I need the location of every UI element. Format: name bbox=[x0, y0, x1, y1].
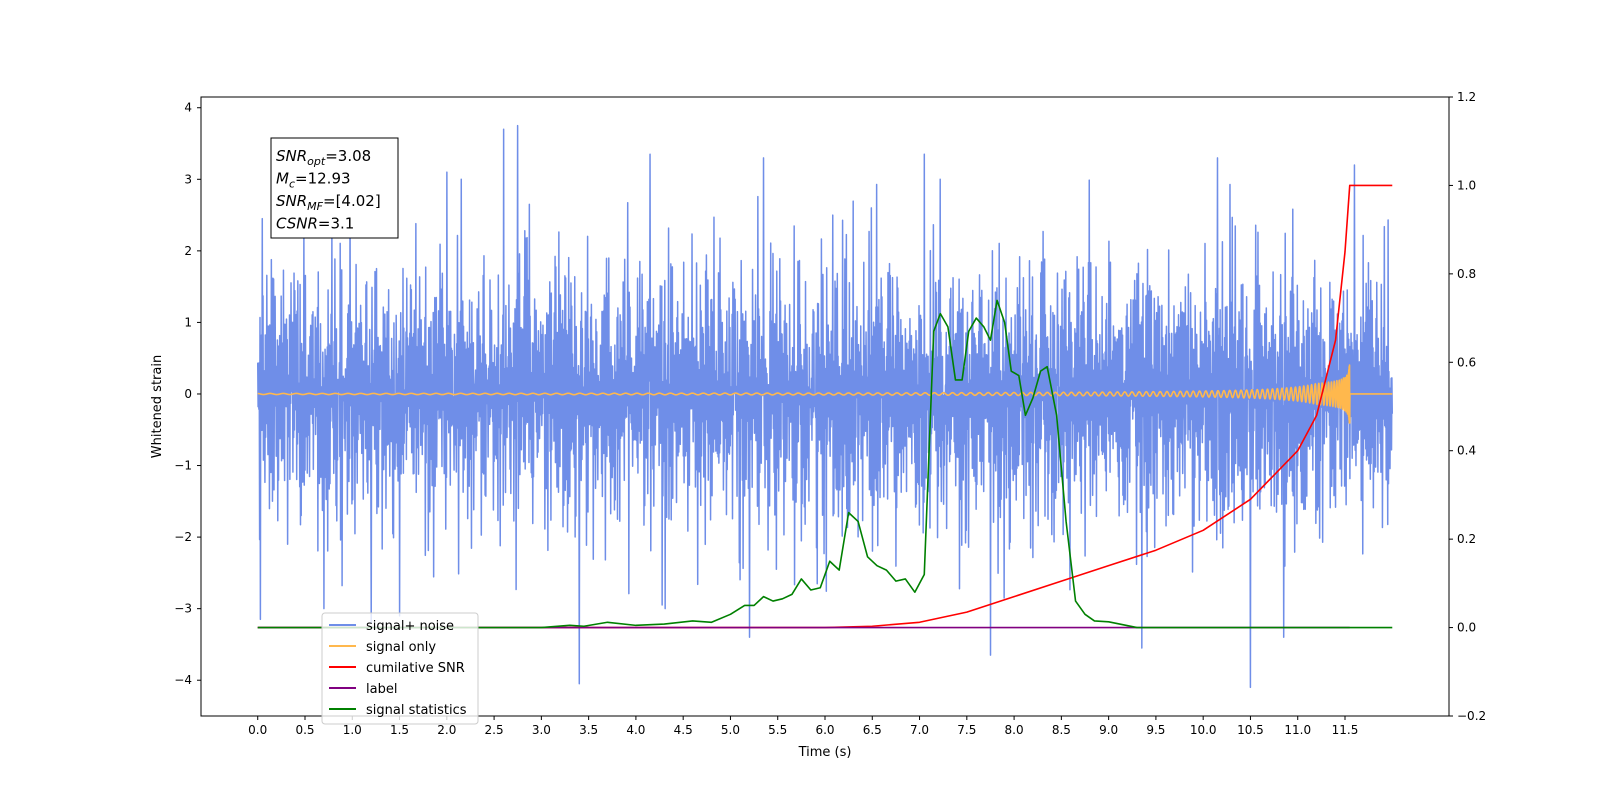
x-tick-label: 10.0 bbox=[1190, 723, 1217, 737]
x-tick-label: 3.0 bbox=[532, 723, 551, 737]
y-right-tick-label: 0.4 bbox=[1457, 444, 1476, 458]
y-left-tick-label: −2 bbox=[174, 530, 192, 544]
legend-label: label bbox=[366, 682, 397, 697]
x-tick-label: 4.5 bbox=[674, 723, 693, 737]
legend-item: signal statistics bbox=[329, 703, 467, 718]
x-tick-label: 3.5 bbox=[579, 723, 598, 737]
x-tick-label: 6.5 bbox=[863, 723, 882, 737]
legend-label: signal only bbox=[366, 640, 436, 655]
y-right-tick-label: 1.2 bbox=[1457, 90, 1476, 104]
x-tick-label: 11.0 bbox=[1284, 723, 1311, 737]
x-axis-label: Time (s) bbox=[798, 745, 852, 760]
x-tick-label: 4.0 bbox=[626, 723, 645, 737]
y-right-tick-label: 0.6 bbox=[1457, 355, 1476, 369]
y-left-tick-label: 0 bbox=[184, 387, 192, 401]
y-right-tick-label: 0.2 bbox=[1457, 532, 1476, 546]
legend-box bbox=[321, 612, 479, 725]
x-tick-label: 2.0 bbox=[437, 723, 456, 737]
x-tick-label: 0.0 bbox=[248, 723, 267, 737]
y-left-tick-label: −4 bbox=[174, 673, 192, 687]
legend-label: signal+ noise bbox=[366, 619, 454, 634]
y-left-tick-label: −1 bbox=[174, 459, 192, 473]
legend-item: signal only bbox=[329, 640, 436, 655]
y-left-axis-ticks: 4 3 2 1 0 −1 −2 −3 −4 bbox=[174, 101, 201, 687]
x-axis-ticks: 0.0 0.5 1.0 1.5 2.0 2.5 3.0 3.5 4.0 4.5 5.0 5.5 6.0 6… bbox=[248, 716, 1358, 737]
y-left-tick-label: 1 bbox=[184, 315, 192, 329]
info-box-line: SNRopt=3.08 bbox=[276, 147, 371, 168]
x-tick-label: 7.5 bbox=[957, 723, 976, 737]
info-box-line: CSNR=3.1 bbox=[276, 215, 354, 233]
x-tick-label: 8.5 bbox=[1052, 723, 1071, 737]
y-right-tick-label: 0.8 bbox=[1457, 267, 1476, 281]
x-tick-label: 8.0 bbox=[1005, 723, 1024, 737]
legend-label: signal statistics bbox=[366, 703, 467, 718]
y-left-tick-label: 4 bbox=[184, 101, 192, 115]
x-tick-label: 9.0 bbox=[1099, 723, 1118, 737]
series-cumilative-snr bbox=[257, 184, 1393, 629]
series-signal-only bbox=[257, 364, 1393, 424]
y-right-tick-label: 1.0 bbox=[1457, 178, 1476, 192]
y-left-tick-label: 2 bbox=[184, 244, 192, 258]
y-right-tick-label: −0.2 bbox=[1457, 709, 1486, 723]
legend-item: cumilative SNR bbox=[329, 661, 465, 676]
series-signal-statistics bbox=[257, 299, 1393, 629]
y-right-axis-ticks: 1.2 1.0 0.8 0.6 0.4 0.2 0.0 −0.2 bbox=[1449, 90, 1486, 723]
x-tick-label: 9.5 bbox=[1146, 723, 1165, 737]
x-tick-label: 10.5 bbox=[1237, 723, 1264, 737]
info-box-line: SNRMF=[4.02] bbox=[276, 192, 381, 213]
x-tick-label: 7.0 bbox=[910, 723, 929, 737]
x-tick-label: 0.5 bbox=[295, 723, 314, 737]
info-box-border bbox=[270, 137, 399, 239]
legend-item: signal+ noise bbox=[329, 619, 454, 634]
info-box-line: Mc=12.93 bbox=[276, 170, 351, 191]
x-tick-label: 1.0 bbox=[343, 723, 362, 737]
legend-item: label bbox=[329, 682, 397, 697]
x-tick-label: 11.5 bbox=[1332, 723, 1359, 737]
x-tick-label: 2.5 bbox=[485, 723, 504, 737]
y-right-tick-label: 0.0 bbox=[1457, 621, 1476, 635]
x-tick-label: 1.5 bbox=[390, 723, 409, 737]
y-left-tick-label: 3 bbox=[184, 172, 192, 186]
x-tick-label: 5.5 bbox=[768, 723, 787, 737]
x-tick-label: 5.0 bbox=[721, 723, 740, 737]
series-signal-noise bbox=[256, 124, 1394, 689]
legend-label: cumilative SNR bbox=[366, 661, 465, 676]
y-axis-label-left: Whitened strain bbox=[150, 355, 165, 458]
legend: signal+ noise signal only cumilative SNR la… bbox=[321, 612, 479, 725]
x-tick-label: 6.0 bbox=[815, 723, 834, 737]
y-left-tick-label: −3 bbox=[174, 602, 192, 616]
